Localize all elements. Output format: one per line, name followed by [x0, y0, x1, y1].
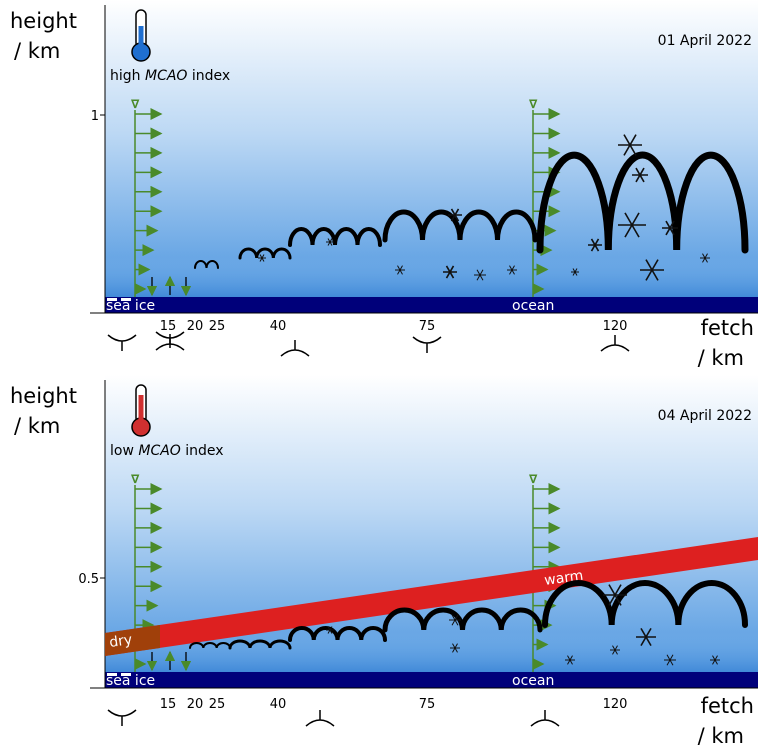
- dry-layer: [105, 625, 160, 656]
- ice: [121, 673, 131, 676]
- snowflake: [636, 627, 656, 647]
- cloud: [382, 607, 543, 633]
- x-tick-label: 20: [187, 697, 204, 712]
- index-label-part: index: [181, 443, 224, 459]
- panel: sea ice ocean height / km 0.5 04 April 2022 lo…: [10, 375, 758, 746]
- x-tick-label: 15: [160, 697, 177, 712]
- index-label-part: high: [110, 68, 145, 84]
- wind-symbol: ∇: [529, 472, 538, 486]
- wind-symbol: ∇: [529, 97, 538, 111]
- snowflake: [448, 208, 462, 222]
- down-arrow: [107, 334, 137, 351]
- date: 04 April 2022: [658, 408, 752, 424]
- panel: sea ice ocean height / km 1 01 April 2022 high…: [10, 0, 758, 370]
- snowflake: [618, 212, 646, 238]
- cloud: [238, 247, 292, 260]
- snowflake: [395, 265, 405, 275]
- cloud: [189, 642, 231, 649]
- boundary-layer: [105, 257, 758, 297]
- snowflake: [610, 645, 620, 655]
- x-label: fetch: [701, 316, 754, 340]
- x-label: / km: [698, 724, 744, 746]
- atmosphere: [105, 0, 758, 297]
- snowflake: [449, 614, 461, 626]
- wind-symbol: ∇: [131, 472, 140, 486]
- snowflake: [258, 254, 266, 262]
- x-tick-label: 75: [419, 319, 436, 334]
- thermometer-fill: [138, 26, 144, 48]
- index-label-part: index: [187, 68, 230, 84]
- cloud: [194, 260, 219, 269]
- y-label: height: [10, 9, 77, 33]
- snowflake: [326, 238, 334, 246]
- cloud: [382, 209, 538, 243]
- index-label-part: low: [110, 443, 138, 459]
- surface-label: ocean: [512, 673, 554, 689]
- x-tick-label: 25: [209, 697, 226, 712]
- warm-layer: [105, 537, 758, 656]
- x-tick-label: 20: [187, 319, 204, 334]
- x-tick-label: 40: [270, 319, 287, 334]
- date: 01 April 2022: [658, 33, 752, 49]
- down-arrow: [412, 336, 442, 353]
- snowflake: [710, 655, 720, 665]
- snowflake: [450, 643, 460, 653]
- x-tick-label: 25: [209, 319, 226, 334]
- x-tick-label: 40: [270, 697, 287, 712]
- cloud: [288, 626, 387, 642]
- x-tick-label: 120: [603, 697, 628, 712]
- snowflake: [603, 584, 627, 606]
- up-arrow: [155, 334, 185, 351]
- index-label: high MCAO index: [110, 68, 230, 84]
- ice: [121, 298, 131, 301]
- cloud: [536, 151, 749, 254]
- cloud: [542, 580, 748, 628]
- cloud: [288, 227, 382, 247]
- index-label: low MCAO index: [110, 443, 224, 459]
- x-label: fetch: [701, 694, 754, 718]
- up-arrow: [530, 710, 560, 727]
- index-label-part: MCAO: [145, 68, 187, 84]
- up-arrow: [600, 335, 630, 352]
- snowflake: [588, 238, 602, 252]
- x-tick-label: 15: [160, 319, 177, 334]
- y-tick-label: 1: [91, 109, 99, 124]
- y-label: / km: [14, 414, 60, 438]
- x-tick-label: 120: [603, 319, 628, 334]
- snowflake: [443, 265, 457, 279]
- surface-label: sea ice: [106, 298, 155, 314]
- snowflake: [565, 655, 575, 665]
- snowflake: [507, 265, 517, 275]
- y-label: / km: [14, 39, 60, 63]
- surface: [105, 297, 758, 313]
- thermometer-fill: [138, 395, 144, 423]
- down-arrow: [107, 709, 137, 726]
- snowflake: [326, 626, 334, 634]
- x-tick-label: 75: [419, 697, 436, 712]
- up-arrow: [305, 710, 335, 727]
- y-label: height: [10, 384, 77, 408]
- cloud: [228, 639, 292, 650]
- snowflake: [618, 134, 642, 156]
- band-label: dry: [108, 632, 133, 651]
- snowflake: [664, 654, 676, 666]
- snowflake: [662, 220, 678, 236]
- surface-label: sea ice: [106, 673, 155, 689]
- snowflake: [474, 269, 486, 281]
- snowflake: [700, 253, 710, 263]
- up-arrow: [280, 340, 310, 357]
- index-label-part: MCAO: [138, 443, 180, 459]
- surface-label: ocean: [512, 298, 554, 314]
- surface: [105, 672, 758, 688]
- snowflake: [640, 259, 664, 281]
- x-label: / km: [698, 346, 744, 370]
- snowflake: [632, 167, 648, 183]
- snowflake: [571, 268, 579, 276]
- y-tick-label: 0.5: [78, 572, 99, 587]
- wind-symbol: ∇: [131, 97, 140, 111]
- ice: [107, 673, 117, 676]
- ice: [107, 298, 117, 301]
